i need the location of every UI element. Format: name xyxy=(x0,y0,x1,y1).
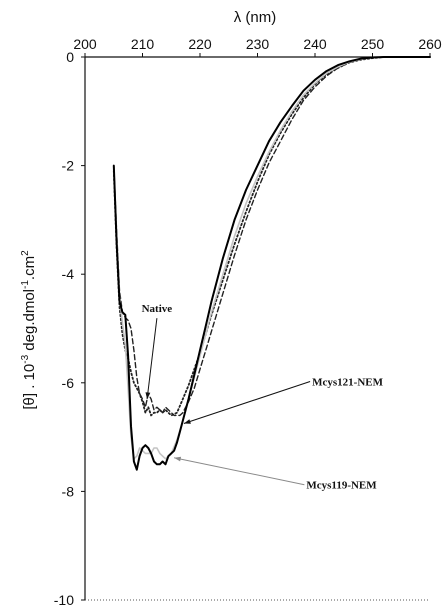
series-line-3 xyxy=(112,56,431,471)
y-axis-title-part: deg.dmol xyxy=(21,289,38,355)
y-axis-title-part: .cm xyxy=(21,256,38,280)
annotation-label: Native xyxy=(142,303,173,315)
annotation-arrow-line xyxy=(183,381,311,424)
x-tick-label: 210 xyxy=(131,36,155,52)
series-layer xyxy=(112,56,431,471)
annotation-arrow-line xyxy=(173,457,305,486)
x-tick-label: 220 xyxy=(188,36,212,52)
y-axis-title-part: [θ] . 10 xyxy=(21,364,38,410)
series-line-0 xyxy=(112,56,431,417)
y-tick-label: 0 xyxy=(66,49,74,65)
x-tick-label: 230 xyxy=(246,36,270,52)
axes: 200 210 220 230 240 250 260 0 -2 -4 -6 -8 -10 xyxy=(54,36,442,608)
y-axis-title-superscript: -1 xyxy=(20,280,31,289)
y-tick-label: -6 xyxy=(62,375,75,391)
y-tick-label: -10 xyxy=(54,592,74,608)
x-tick-label: 260 xyxy=(418,36,442,52)
x-tick-label: 250 xyxy=(361,36,385,52)
y-axis-title: [θ] . 10-3 deg.dmol-1.cm2 xyxy=(20,250,38,410)
x-tick-label: 240 xyxy=(303,36,327,52)
y-tick-label: -8 xyxy=(62,483,75,499)
annotation-arrow-line xyxy=(146,318,158,400)
y-tick-label: -4 xyxy=(62,266,75,282)
x-tick-label: 200 xyxy=(73,36,97,52)
series-line-1 xyxy=(113,56,431,417)
annotation-arrowhead xyxy=(145,392,151,400)
series-line-2 xyxy=(113,56,431,460)
annotation-layer: Native Mcys121-NEM Mcys119-NEM xyxy=(142,303,384,491)
annotation-arrowhead xyxy=(174,456,182,462)
y-axis-title-superscript: -3 xyxy=(20,354,31,363)
annotation-label: Mcys119-NEM xyxy=(306,480,377,492)
annotation-label: Mcys121-NEM xyxy=(312,377,383,389)
annotation-arrowhead xyxy=(183,419,191,424)
y-tick-label: -2 xyxy=(62,158,75,174)
y-axis-title-superscript: 2 xyxy=(20,250,31,256)
x-axis-title: λ (nm) xyxy=(234,9,277,26)
